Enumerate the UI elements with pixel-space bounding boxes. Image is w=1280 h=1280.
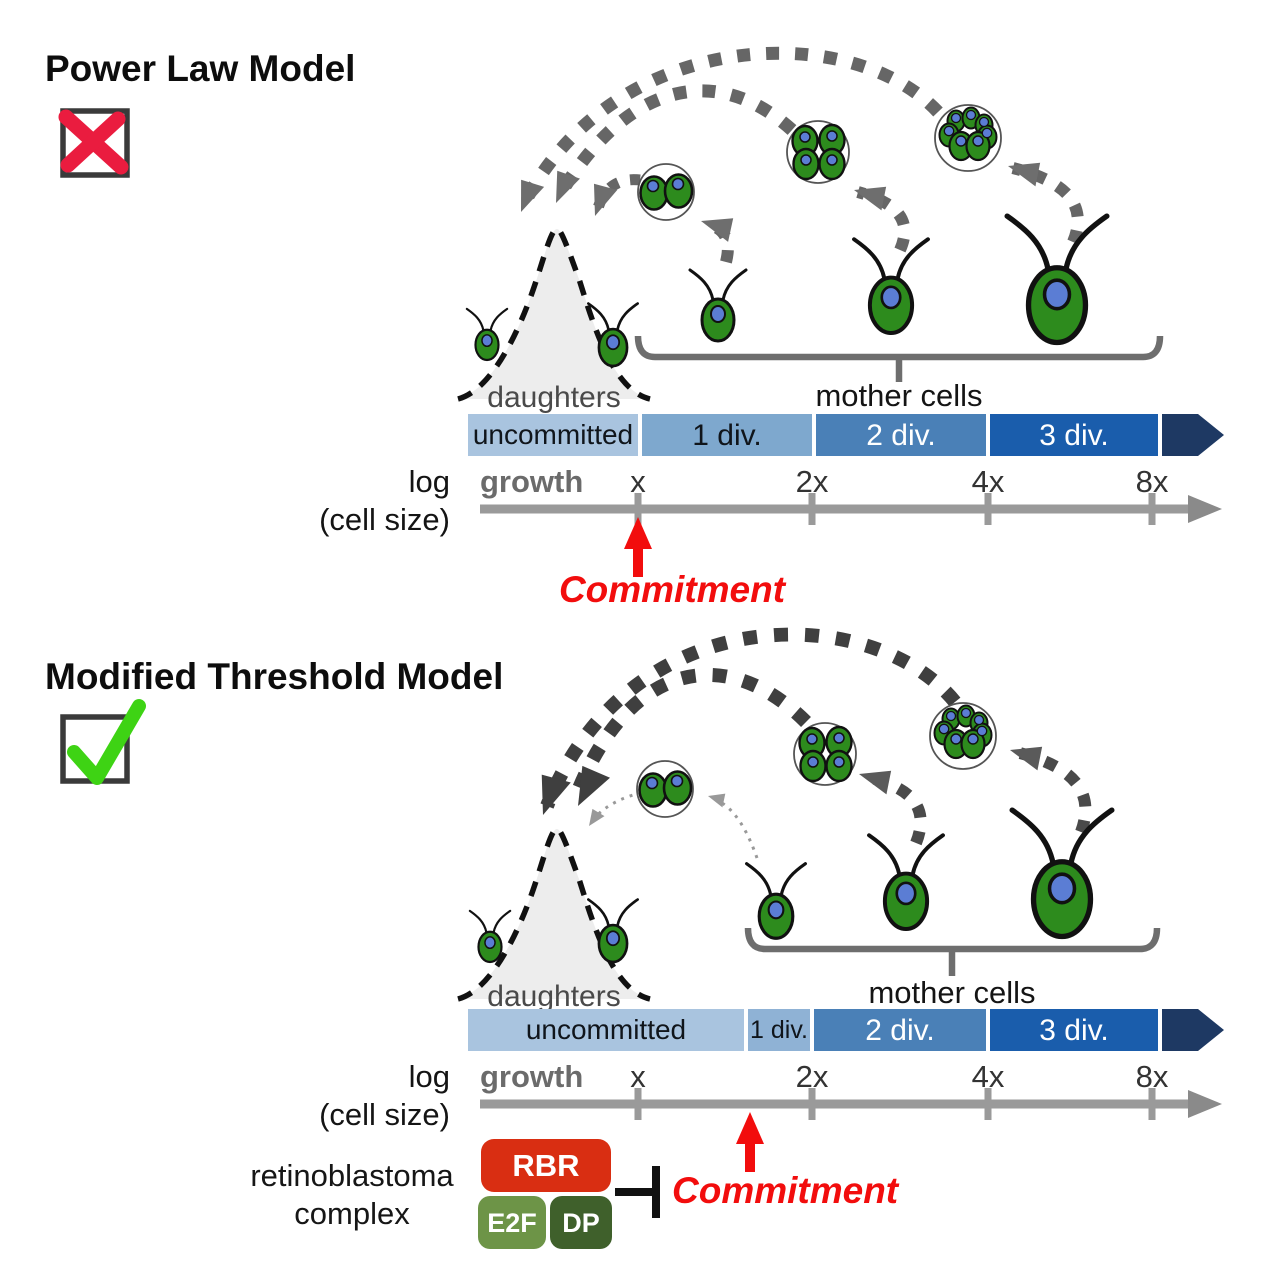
growth-label: growth — [480, 464, 583, 499]
dashed-return-arc — [591, 174, 641, 214]
dashed-return-arc — [540, 627, 961, 809]
daughters-label: daughters — [487, 980, 620, 1013]
e2f-box — [478, 1196, 546, 1249]
mother-cell — [1012, 810, 1112, 936]
commitment-label: Commitment — [559, 569, 787, 610]
segment-label-2div: 2 div. — [866, 419, 935, 452]
size-bar-arrowhead — [1162, 414, 1224, 456]
cell-size-label: (cell size) — [319, 1097, 450, 1132]
mother-cell — [688, 268, 748, 343]
inhibition-bar — [615, 1166, 660, 1218]
eight-cell-cluster — [933, 103, 1003, 173]
modified-threshold-title: Modified Threshold Model — [45, 656, 504, 697]
daughters-distribution — [457, 226, 651, 402]
four-cell-cluster — [792, 721, 858, 787]
size-bar-segment-2div — [814, 1009, 986, 1051]
dashed-division-arrow — [856, 186, 911, 253]
mother-cells-brace — [744, 927, 1161, 976]
mother-cell — [745, 862, 807, 940]
mother-cells-brace — [634, 335, 1164, 382]
retinoblastoma-complex: retinoblastoma complex RBR E2F DP — [250, 1139, 660, 1249]
cell-size-label: (cell size) — [319, 502, 450, 537]
dashed-return-arc — [569, 667, 811, 799]
segment-label-2div: 2 div. — [865, 1014, 934, 1047]
daughter-cell — [465, 307, 509, 362]
axis-arrowhead — [1188, 1090, 1222, 1118]
size-bar-arrowhead — [1162, 1009, 1224, 1051]
dp-box — [550, 1196, 612, 1249]
accepted-checkbox — [60, 699, 146, 785]
size-bar-segment-1div — [748, 1009, 810, 1051]
two-cell-cluster — [636, 162, 696, 222]
size-bar-segment-1div — [642, 414, 812, 456]
log-label: log — [409, 1059, 450, 1094]
rejected-checkbox — [58, 108, 130, 178]
modified-threshold-panel: daughters mother cells uncommitted 1 div… — [60, 627, 1224, 1249]
two-cell-cluster — [635, 759, 695, 819]
dashed-return-arc — [552, 84, 797, 202]
division-return-arcs — [517, 46, 943, 214]
segment-label-1div: 1 div. — [750, 1016, 808, 1044]
axis-line — [480, 1088, 1192, 1120]
axis-arrowhead — [1188, 495, 1222, 523]
power-law-panel: daughters mother cells uncommitted 1 div… — [58, 46, 1224, 610]
mother-cell — [867, 833, 945, 931]
daughters-label: daughters — [487, 381, 620, 414]
cross-icon — [58, 109, 129, 175]
commitment-label: Commitment — [672, 1170, 900, 1211]
retinoblastoma-label: retinoblastoma — [250, 1158, 454, 1193]
dotted-arrow — [711, 796, 759, 859]
mother-cells-label: mother cells — [868, 975, 1035, 1010]
size-bar-segment-2div — [816, 414, 986, 456]
dashed-division-arrow — [862, 770, 927, 846]
mother-cell — [852, 237, 930, 335]
mother-division-arrows — [703, 162, 1084, 264]
log-label: log — [409, 464, 450, 499]
size-bar-segment-3div — [990, 414, 1158, 456]
commitment-arrow — [624, 517, 652, 577]
segment-label-uncommitted: uncommitted — [473, 419, 633, 450]
dashed-return-arc — [517, 46, 943, 209]
rbr-box — [481, 1139, 611, 1192]
size-bar-segment-uncommitted — [468, 414, 638, 456]
tick-x: x — [630, 464, 646, 499]
dashed-division-arrow — [1011, 162, 1084, 245]
segment-label-uncommitted: uncommitted — [526, 1014, 686, 1045]
check-icon — [67, 699, 146, 785]
growth-label: growth — [480, 1059, 583, 1094]
size-bar: uncommitted 1 div. 2 div. 3 div. — [468, 1009, 1224, 1051]
mother-cell — [1007, 216, 1107, 342]
four-cell-cluster — [785, 119, 851, 185]
segment-label-1div: 1 div. — [692, 419, 761, 452]
segment-label-3div: 3 div. — [1039, 1014, 1108, 1047]
power-law-title: Power Law Model — [45, 48, 356, 89]
commitment-arrow — [736, 1112, 764, 1172]
axis-line — [480, 493, 1192, 525]
dp-label: DP — [562, 1208, 600, 1238]
size-bar-segment-uncommitted — [468, 1009, 744, 1051]
division-return-arcs — [540, 627, 961, 809]
size-bar-segment-3div — [990, 1009, 1158, 1051]
eight-cell-cluster — [928, 701, 998, 771]
rbr-label: RBR — [512, 1148, 579, 1183]
tick-x: x — [630, 1059, 646, 1094]
size-bar: uncommitted 1 div. 2 div. 3 div. — [468, 414, 1224, 456]
complex-label: complex — [294, 1196, 410, 1231]
e2f-label: E2F — [487, 1208, 537, 1238]
segment-label-3div: 3 div. — [1039, 419, 1108, 452]
mother-cells-label: mother cells — [815, 378, 982, 413]
